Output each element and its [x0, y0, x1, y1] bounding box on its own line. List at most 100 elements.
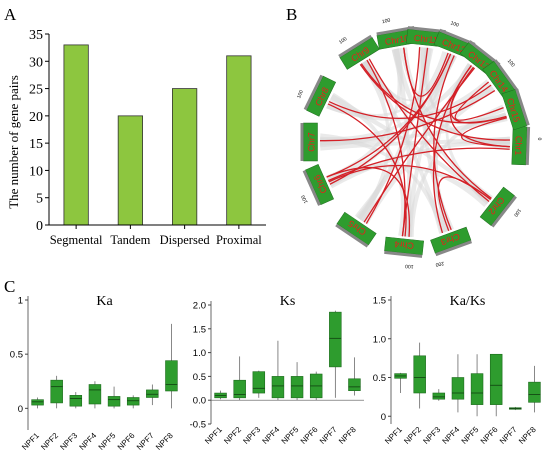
bar-y-tick-label: 20 [29, 110, 43, 125]
bar-dispersed [172, 88, 198, 226]
chromosome-chr7: Chr7 [300, 122, 318, 162]
bar-chart-gene-pairs: The number of gene pairs 05101520253035 … [6, 28, 266, 247]
chromosome-ticks [439, 28, 476, 46]
box-y-tick-label: 0.5 [193, 372, 206, 383]
box-y-tick-label: 1.5 [373, 296, 386, 307]
background-link [320, 113, 508, 146]
bar-segmental [63, 44, 89, 226]
box-iqr [432, 392, 446, 400]
box-x-label: NPF3 [241, 425, 262, 446]
bar-y-tick-label: 35 [29, 28, 43, 43]
box-x-label: NPF1 [203, 425, 224, 446]
box-y-tick-label: -0.5 [190, 420, 206, 431]
chromosome-block [336, 211, 377, 246]
box-npf5: NPF5 [460, 354, 484, 446]
box-x-label: NPF8 [154, 431, 175, 451]
chromosome-chr5: Chr5 [335, 211, 377, 248]
box-y-tick-label: 0.5 [373, 373, 386, 384]
chromosome-tick-label: 100 [382, 17, 392, 25]
chromosome-label: Chr7 [307, 132, 317, 152]
box-x-label: NPF7 [498, 425, 519, 446]
box-npf3: NPF3 [421, 389, 446, 446]
box-x-label: NPF6 [299, 425, 320, 446]
box-npf1: NPF1 [383, 372, 407, 446]
background-link [326, 51, 450, 118]
chromosome-ticks [468, 40, 501, 66]
circos-plot: Chr1Chr2Chr3Chr4Chr5Chr6Chr7Chr8Chr9Chr1… [296, 17, 542, 269]
box-title: Ka [96, 294, 113, 309]
chromosome-chr8: Chr8 [303, 74, 337, 117]
box-iqr [271, 376, 285, 399]
box-plots: Ka00.51NPF1NPF2NPF3NPF4NPF5NPF6NPF7NPF8 … [10, 294, 541, 451]
background-link [320, 63, 476, 144]
bar-tandem [117, 115, 143, 226]
synteny-link [454, 81, 504, 121]
box-npf1: NPF1 [20, 397, 44, 451]
chromosome-block [430, 226, 472, 254]
chromosome-tick-label: 100 [296, 89, 305, 99]
bar-y-tick-label: 0 [36, 219, 43, 234]
box-npf2: NPF2 [222, 356, 246, 446]
box-npf8: NPF8 [154, 323, 178, 451]
bar-proximal [226, 55, 252, 226]
chromosome-ticks [300, 123, 304, 161]
chromosome-tick-label: 200 [435, 260, 445, 268]
box-iqr [107, 396, 121, 407]
background-link [391, 48, 494, 203]
background-link [326, 164, 490, 208]
box-npf5: NPF5 [280, 362, 304, 446]
box-iqr [126, 397, 140, 406]
box-iqr [88, 384, 102, 405]
bar-y-tick-label: 25 [29, 83, 43, 98]
box-iqr [329, 311, 342, 368]
chromosome-ticks [303, 74, 324, 111]
box-y-tick-label: 1.0 [193, 348, 206, 359]
chromosome-ticks [407, 26, 446, 34]
panel-label-a: A [4, 5, 17, 24]
box-x-label: NPF4 [78, 431, 99, 451]
chromosome-label: Chr4 [394, 239, 414, 251]
box-iqr [528, 381, 541, 403]
box-iqr [252, 371, 266, 394]
box-title: Ka/Ks [450, 294, 486, 309]
box-y-tick-label: 0.5 [10, 350, 23, 361]
box-y-tick-label: 1 [18, 296, 23, 307]
chromosome-ticks [491, 195, 517, 228]
box-x-label: NPF2 [39, 431, 60, 451]
box-x-label: NPF5 [280, 425, 301, 446]
synteny-link [326, 167, 411, 237]
chromosome-ticks [302, 169, 321, 206]
background-link [330, 92, 407, 237]
box-y-tick-label: 0.0 [193, 396, 206, 407]
box-x-label: NPF4 [441, 425, 462, 446]
box-iqr [451, 377, 465, 400]
box-npf2: NPF2 [39, 375, 63, 451]
bar-y-tick-label: 15 [29, 137, 43, 152]
chromosome-tick-label: 100 [450, 20, 460, 28]
box-iqr [146, 389, 159, 398]
chromosome-chr15: Chr15 [501, 88, 530, 131]
background-link [320, 133, 448, 234]
box-npf2: NPF2 [402, 342, 426, 446]
synteny-link [320, 89, 496, 142]
chromosome-ticks [515, 88, 530, 126]
box-iqr [489, 353, 503, 405]
box-npf8: NPF8 [337, 357, 361, 446]
box-y-tick-label: 1.0 [373, 334, 386, 345]
chromosome-label: Chr11 [413, 33, 438, 45]
bar-y-tick-label: 30 [29, 55, 43, 70]
box-x-label: NPF5 [460, 425, 481, 446]
chromosome-chr4: Chr4 [384, 236, 424, 258]
synteny-link [365, 47, 421, 224]
synteny-link [327, 103, 407, 237]
box-x-label: NPF5 [97, 431, 118, 451]
box-title: Ks [280, 294, 296, 309]
chromosome-chr3: Chr3 [430, 226, 473, 257]
background-link [326, 48, 403, 183]
box-x-label: NPF8 [517, 425, 538, 446]
bar-x-label-segmental: Segmental [50, 233, 103, 247]
synteny-link [327, 147, 510, 182]
bar-y-tick-label: 10 [29, 164, 43, 179]
synteny-link [366, 59, 406, 237]
